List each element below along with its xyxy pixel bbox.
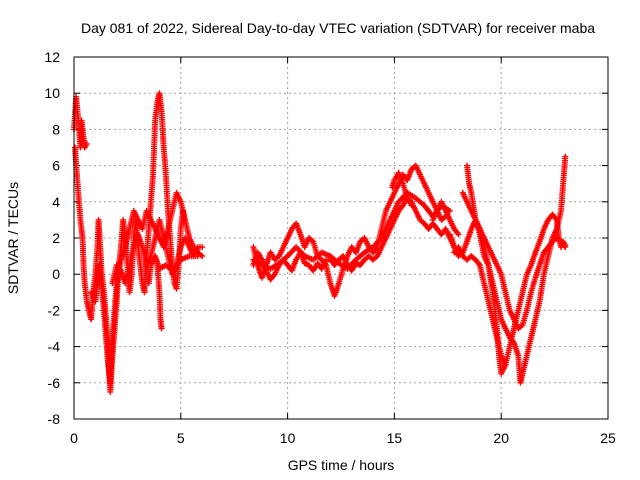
y-tick-label: 4 xyxy=(52,194,60,210)
data-point xyxy=(194,253,201,260)
data-point xyxy=(83,140,90,147)
data-point xyxy=(562,153,569,160)
data-points xyxy=(71,90,569,395)
chart-title: Day 081 of 2022, Sidereal Day-to-day VTE… xyxy=(81,20,595,36)
y-axis-label: SDTVAR / TECUs xyxy=(5,182,21,294)
x-axis-label: GPS time / hours xyxy=(288,457,395,473)
data-point xyxy=(455,231,462,238)
data-point xyxy=(158,325,165,332)
y-tick-label: 10 xyxy=(44,85,60,101)
y-tick-label: -2 xyxy=(48,302,61,318)
data-point xyxy=(199,244,206,251)
y-tick-label: 2 xyxy=(52,230,60,246)
x-tick-label: 15 xyxy=(387,430,403,446)
y-tick-label: -6 xyxy=(48,375,61,391)
data-point xyxy=(408,202,415,209)
x-tick-label: 10 xyxy=(280,430,296,446)
y-tick-label: -4 xyxy=(48,339,61,355)
x-tick-label: 0 xyxy=(70,430,78,446)
y-tick-label: 6 xyxy=(52,158,60,174)
y-tick-label: 0 xyxy=(52,266,60,282)
x-tick-label: 25 xyxy=(600,430,616,446)
data-point xyxy=(502,361,509,368)
y-tick-label: -8 xyxy=(48,411,61,427)
data-point xyxy=(562,244,569,251)
y-tick-label: 12 xyxy=(44,49,60,65)
x-tick-label: 20 xyxy=(493,430,509,446)
y-tick-label: 8 xyxy=(52,121,60,137)
x-tick-label: 5 xyxy=(177,430,185,446)
plot-frame xyxy=(73,56,609,420)
tick-labels: 0 5 10 15 20 25 -8 -6 -4 -2 0 2 4 6 8 10 12 xyxy=(44,49,616,446)
